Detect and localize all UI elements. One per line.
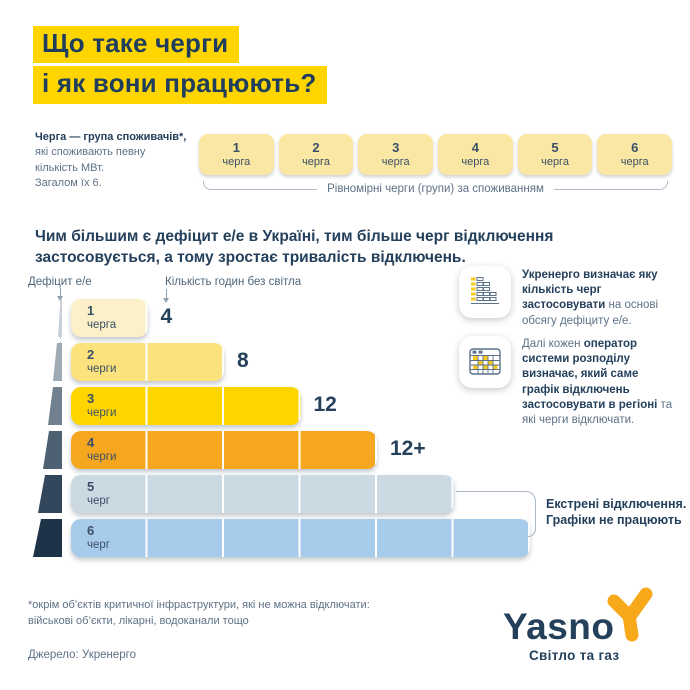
deficit-wedge-segment (43, 431, 62, 469)
queue-box: 4 черга (438, 134, 513, 175)
info-card-1 (459, 266, 511, 318)
logo-tagline: Світло та газ (529, 648, 620, 663)
bar-row-6-queues: 6 черг (71, 519, 530, 557)
hours-axis-label: Кількість годин без світла (165, 276, 302, 288)
bar-row-2-queues: 2 черги (71, 343, 224, 381)
bar-hours-value: 12+ (390, 437, 426, 460)
bar-row-3-queues: 3 черги (71, 387, 301, 425)
deficit-wedge-segment (48, 387, 62, 425)
hours-arrow-line (166, 289, 167, 299)
bar-hours-value: 4 (160, 305, 173, 328)
info-card-1-text: Укренерго визначає яку кількість черг за… (522, 269, 659, 327)
bar-hours-value: 12 (313, 393, 337, 416)
deficit-arrow-icon (57, 296, 63, 301)
deficit-arrow-line (60, 288, 61, 297)
queue-box: 6 черга (597, 134, 673, 175)
queue-boxes-row: 1 черга 2 черга 3 черга 4 черга 5 черга 6 черга (199, 134, 673, 175)
page-title: Що таке черги і як вони працюють? (33, 26, 328, 107)
queue-box: 1 черга (199, 134, 274, 175)
queue-caption: Рівномірні черги (групи) за споживанням (203, 183, 668, 195)
queue-box: 5 черга (517, 134, 593, 175)
deficit-wedge-segment (38, 475, 62, 513)
bar-chart-icon (471, 277, 499, 304)
queue-definition: Черга — група споживачів*, які споживают… (35, 130, 203, 192)
info-card-2 (459, 336, 511, 388)
deficit-axis-label: Дефіцит е/е (28, 276, 92, 288)
source-text: Джерело: Укренерго (28, 649, 137, 661)
hours-arrow-icon (163, 298, 169, 303)
queue-box: 3 черга (358, 134, 434, 175)
emergency-bracket-top (456, 491, 536, 515)
deficit-wedge-segment (33, 519, 62, 557)
yasno-logo-text: Yasno (503, 606, 615, 647)
queue-box: 2 черга (278, 134, 354, 175)
footnote: *окрім об’єктів критичної інфраструктури… (28, 599, 370, 627)
bar-row-5-queues: 5 черг (71, 475, 454, 513)
bar-row-1-queues: 1 черга (71, 299, 148, 337)
bar-hours-value: 8 (237, 349, 249, 372)
queue-definition-rest: які споживають певну кількість МВт. Зага… (35, 146, 146, 190)
info-card-2-text: Далі кожен оператор системи розподілу ви… (522, 338, 673, 426)
schedule-grid-icon (469, 348, 501, 375)
deficit-wedge-segment (58, 299, 62, 337)
queue-definition-bold: Черга — група споживачів*, (35, 131, 187, 143)
emergency-bracket-bottom (528, 514, 536, 537)
lead-paragraph: Чим більшим є дефіцит е/е в Україні, тим… (35, 228, 554, 267)
bar-row-4-queues: 4 черги (71, 431, 377, 469)
yasno-logomark-icon (601, 586, 659, 649)
page-title-line1: Що таке черги (33, 26, 240, 64)
emergency-note: Екстрені відключення. Графіки не працюют… (546, 497, 687, 527)
deficit-wedge-segment (53, 343, 62, 381)
page-title-line2: і як вони працюють? (33, 66, 328, 104)
